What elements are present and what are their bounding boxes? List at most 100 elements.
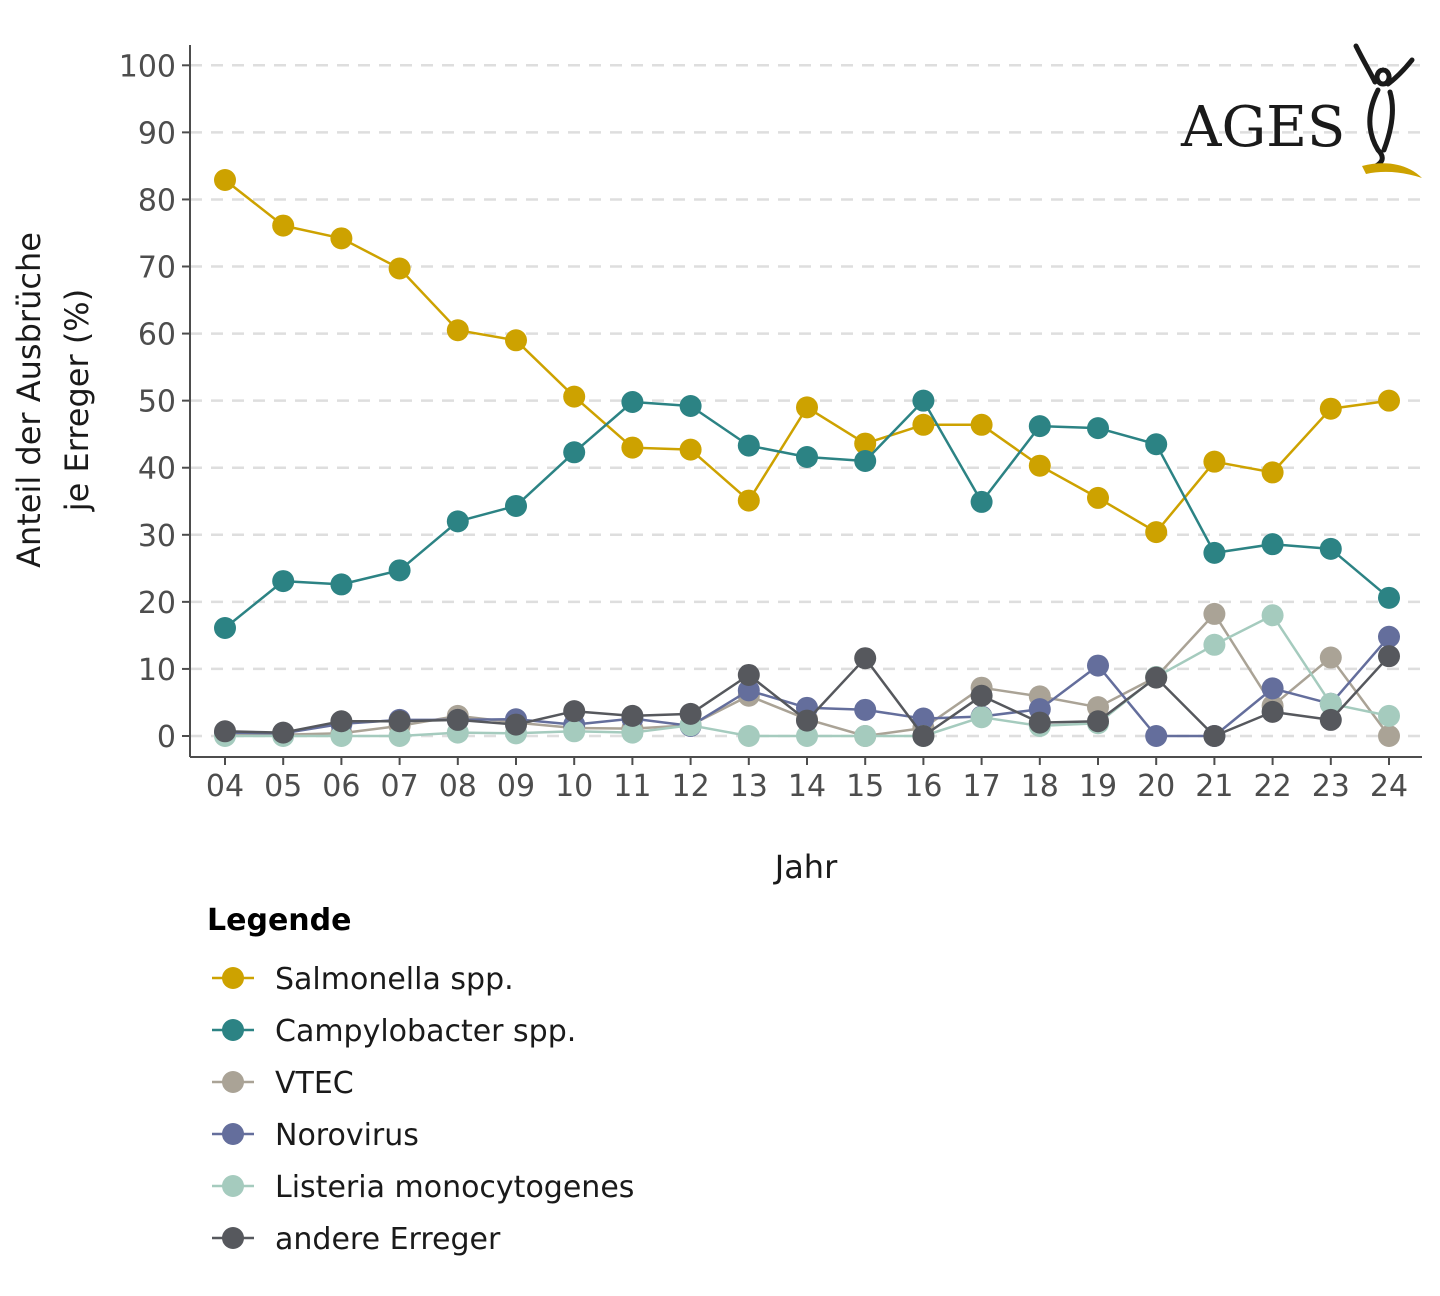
- y-tick-label: 80: [138, 183, 176, 218]
- data-point: [272, 570, 295, 593]
- x-tick-label: 17: [963, 769, 1001, 804]
- legend-key-point: [222, 1019, 244, 1041]
- data-point: [1145, 666, 1168, 689]
- data-point: [912, 389, 935, 412]
- data-point: [970, 706, 993, 729]
- data-point: [1203, 450, 1226, 473]
- data-point: [1087, 486, 1109, 509]
- legend: Legende Salmonella spp. Campylobacter spp…: [207, 903, 634, 1257]
- legend-label: Salmonella spp.: [275, 962, 514, 997]
- data-point: [1028, 454, 1051, 477]
- data-point: [446, 708, 469, 731]
- x-tick-label: 09: [497, 769, 535, 804]
- data-point: [1261, 533, 1284, 556]
- data-point: [1028, 415, 1051, 438]
- data-point: [1378, 725, 1400, 747]
- data-point: [563, 385, 586, 408]
- x-tick-label: 14: [788, 769, 826, 804]
- x-tick-label: 10: [555, 769, 593, 804]
- data-point: [1319, 692, 1342, 715]
- x-axis-ticks: 04 05 06 07 08 09 10 11 12 13 14 15 16 17 18 19 20 21 22 23…: [206, 757, 1408, 804]
- y-tick-label: 100: [119, 49, 176, 84]
- x-tick-label: 12: [672, 769, 710, 804]
- data-point: [563, 720, 586, 743]
- data-point: [1319, 708, 1342, 731]
- data-point: [388, 257, 411, 280]
- data-point: [214, 617, 236, 640]
- data-point: [1203, 725, 1226, 747]
- logo-swoosh: [1362, 163, 1422, 178]
- logo-figure: [1353, 43, 1415, 171]
- data-point: [1378, 586, 1400, 609]
- data-point: [1319, 397, 1342, 420]
- legend-label: Norovirus: [275, 1118, 419, 1153]
- x-tick-label: 15: [846, 769, 884, 804]
- x-tick-label: 19: [1079, 769, 1117, 804]
- data-point: [796, 709, 818, 732]
- legend-key-point: [222, 1175, 244, 1197]
- data-point: [1319, 646, 1342, 669]
- legend-label: Listeria monocytogenes: [275, 1170, 634, 1205]
- data-point: [679, 395, 702, 418]
- x-tick-label: 22: [1254, 769, 1292, 804]
- legend-key-point: [222, 1123, 244, 1145]
- x-tick-label: 11: [613, 769, 651, 804]
- data-point: [912, 707, 935, 730]
- x-axis-title: Jahr: [773, 848, 838, 886]
- data-point: [214, 720, 236, 743]
- data-point: [737, 434, 760, 457]
- x-tick-label: 24: [1370, 769, 1408, 804]
- x-tick-label: 04: [206, 769, 244, 804]
- data-point: [737, 725, 760, 747]
- data-point: [1087, 417, 1109, 440]
- x-tick-label: 06: [322, 769, 360, 804]
- data-point: [621, 436, 644, 459]
- series-layer: [214, 168, 1400, 747]
- x-tick-label: 08: [439, 769, 477, 804]
- data-point: [1145, 725, 1168, 747]
- data-point: [621, 721, 644, 744]
- data-point: [446, 319, 469, 342]
- data-point: [679, 702, 702, 725]
- ages-logo: AGES: [1180, 43, 1422, 178]
- data-point: [1203, 633, 1226, 656]
- data-point: [330, 710, 353, 733]
- data-point: [563, 441, 586, 464]
- data-point: [796, 445, 818, 468]
- y-tick-label: 50: [138, 385, 176, 420]
- data-point: [446, 510, 469, 533]
- data-point: [1261, 677, 1284, 700]
- series-1: [214, 389, 1400, 640]
- legend-label: andere Erreger: [275, 1222, 501, 1257]
- y-tick-label: 20: [138, 586, 176, 621]
- y-axis-title-line-2: je Erreger (%): [58, 289, 96, 512]
- x-tick-label: 07: [381, 769, 419, 804]
- y-tick-label: 10: [138, 653, 176, 688]
- x-tick-label: 20: [1137, 769, 1175, 804]
- data-point: [272, 721, 295, 744]
- data-point: [1378, 704, 1400, 727]
- data-point: [737, 679, 760, 702]
- data-point: [1261, 461, 1284, 484]
- series-0: [214, 168, 1400, 544]
- x-tick-label: 13: [730, 769, 768, 804]
- data-point: [1028, 711, 1051, 734]
- data-point: [621, 390, 644, 413]
- y-tick-label: 90: [138, 116, 176, 151]
- y-axis-title-line-1: Anteil der Ausbrüche: [10, 232, 48, 568]
- data-point: [854, 450, 877, 473]
- data-point: [1261, 604, 1284, 627]
- data-point: [621, 704, 644, 727]
- series-line: [224, 179, 1390, 534]
- data-point: [1087, 654, 1109, 677]
- data-point: [388, 710, 411, 733]
- x-tick-label: 05: [264, 769, 302, 804]
- data-point: [1378, 389, 1400, 412]
- data-point: [796, 725, 818, 747]
- y-tick-label: 30: [138, 519, 176, 554]
- y-axis-ticks: 0 10 20 30 40 50 60 70 80 90 100: [119, 49, 190, 755]
- data-point: [1261, 700, 1284, 723]
- x-tick-label: 21: [1195, 769, 1233, 804]
- data-point: [970, 490, 993, 513]
